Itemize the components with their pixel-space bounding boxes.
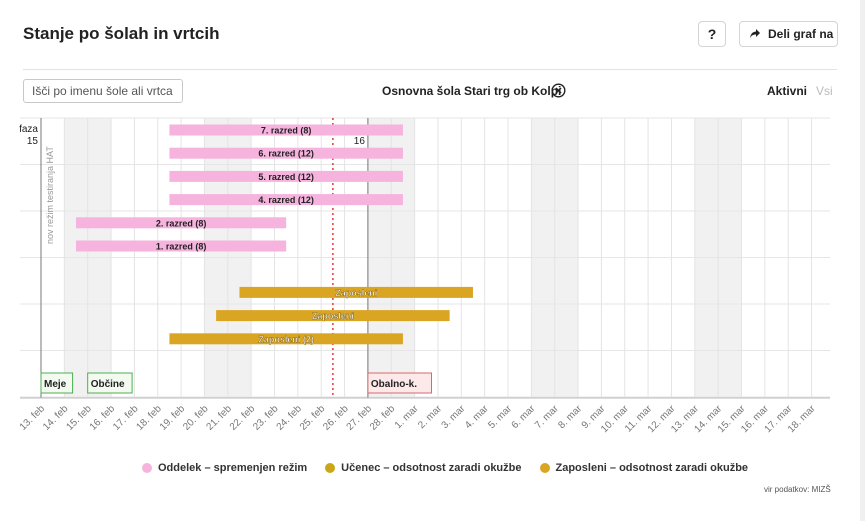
x-tick-label: 20. feb xyxy=(181,403,211,433)
tab-active-label: Aktivni xyxy=(767,84,808,102)
x-tick-label: 7. mar xyxy=(533,403,561,431)
event-marker xyxy=(87,372,133,394)
help-button[interactable]: ? xyxy=(698,21,726,47)
bar-zaposleni xyxy=(239,286,473,298)
x-tick-label: 8. mar xyxy=(556,403,584,431)
data-source: vir podatkov: MIZŠ xyxy=(764,485,831,494)
legend-swatch-ucenec xyxy=(325,463,336,473)
legend-label: Učenec – odsotnost zaradi okužbe xyxy=(341,462,522,474)
x-tick-label: 28. feb xyxy=(368,403,398,433)
bar-zaposleni xyxy=(169,333,403,345)
phase-number: 15 xyxy=(27,136,39,147)
bar-label: 6. razred (12) xyxy=(258,149,314,159)
bar-label: Zaposleni xyxy=(312,311,354,321)
legend-item-ucenec[interactable]: Učenec – odsotnost zaradi okužbe xyxy=(325,462,522,474)
bar-oddelek xyxy=(169,124,403,136)
legend-swatch-oddelek xyxy=(142,463,152,473)
x-tick-label: 15. feb xyxy=(64,403,94,433)
x-tick-label: 21. feb xyxy=(205,403,235,433)
share-button[interactable]: Deli graf na xyxy=(739,21,838,47)
event-marker xyxy=(367,372,432,394)
selected-school-label: Osnovna šola Stari trg ob Kolpi xyxy=(382,84,562,102)
x-tick-label: 25. feb xyxy=(298,403,328,433)
bar-oddelek xyxy=(76,240,287,252)
bar-label: 4. razred (12) xyxy=(258,195,314,205)
event-label: Meje xyxy=(44,379,67,390)
x-tick-label: 14. feb xyxy=(41,403,71,433)
x-tick-label: 27. feb xyxy=(345,403,375,433)
share-icon xyxy=(750,29,760,39)
bar-oddelek xyxy=(169,147,403,159)
legend-label: Zaposleni – odsotnost zaradi okužbe xyxy=(555,462,749,474)
event-marker xyxy=(40,372,74,394)
bar-label: Zaposleni (2) xyxy=(258,334,314,344)
x-tick-label: 4. mar xyxy=(463,403,491,431)
x-tick-label: 13. feb xyxy=(18,403,48,433)
x-tick-label: 18. feb xyxy=(134,403,164,433)
x-tick-label: 26. feb xyxy=(321,403,351,433)
x-tick-label: 16. feb xyxy=(88,403,118,433)
x-tick-label: 2. mar xyxy=(416,403,444,431)
legend-swatch-zaposleni xyxy=(539,463,550,473)
legend-item-zaposleni[interactable]: Zaposleni – odsotnost zaradi okužbe xyxy=(539,462,749,474)
x-tick-label: 5. mar xyxy=(486,403,514,431)
phase-number: 16 xyxy=(354,136,366,147)
x-tick-label: 24. feb xyxy=(275,403,305,433)
bar-zaposleni xyxy=(216,310,450,322)
bar-oddelek xyxy=(169,170,403,182)
share-label: Deli graf na xyxy=(768,27,834,41)
x-tick-label: 23. feb xyxy=(251,403,281,433)
x-tick-label: 3. mar xyxy=(440,403,468,431)
search-input[interactable] xyxy=(23,79,183,103)
close-icon[interactable] xyxy=(551,83,566,98)
title-wrap: Stanje po šolah in vrtcih xyxy=(23,24,220,47)
legend: Oddelek – spremenjen režim Učenec – odso… xyxy=(142,462,766,474)
x-tick-label: 22. feb xyxy=(228,403,258,433)
divider xyxy=(23,69,837,70)
tab-all[interactable]: Vsi xyxy=(816,84,833,98)
page-title: Stanje po šolah in vrtcih xyxy=(23,24,220,47)
event-label: Občine xyxy=(91,379,125,390)
bar-label: Zaposleni xyxy=(335,288,377,298)
tab-active[interactable]: Aktivni xyxy=(767,84,808,102)
x-tick-label: 6. mar xyxy=(510,403,538,431)
phase-label: faza xyxy=(19,124,38,135)
phase-note: nov režim testiranja HAT xyxy=(45,146,55,244)
bar-label: 7. razred (8) xyxy=(261,126,312,136)
bar-label: 1. razred (8) xyxy=(156,242,207,252)
legend-label: Oddelek – spremenjen režim xyxy=(158,462,308,474)
x-tick-label: 19. feb xyxy=(158,403,188,433)
bar-label: 5. razred (12) xyxy=(258,172,314,182)
legend-item-oddelek[interactable]: Oddelek – spremenjen režim xyxy=(142,462,307,474)
selected-school: Osnovna šola Stari trg ob Kolpi xyxy=(382,84,562,102)
bar-oddelek xyxy=(76,217,287,229)
x-tick-label: 17. feb xyxy=(111,403,141,433)
bar-label: 2. razred (8) xyxy=(156,218,207,228)
x-tick-label: 1. mar xyxy=(393,403,421,431)
bar-oddelek xyxy=(169,194,403,206)
event-label: Obalno-k. xyxy=(371,379,417,390)
